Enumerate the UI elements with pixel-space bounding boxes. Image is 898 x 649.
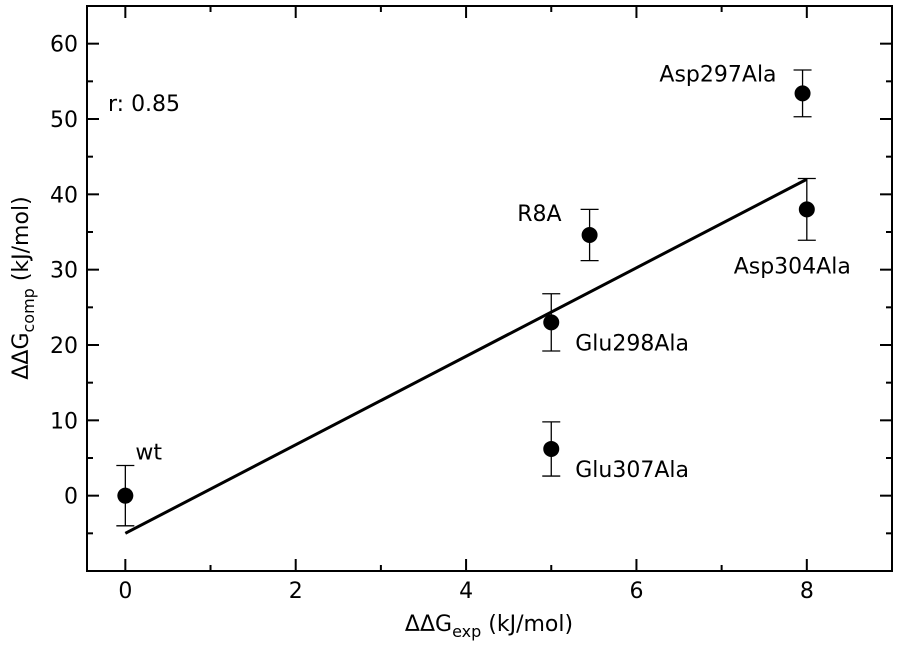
point-label: Glu307Ala [575,458,689,483]
x-tick-label: 6 [629,579,643,604]
x-axis-title-main: ΔΔG [405,612,452,637]
r-annotation: r: 0.85 [108,92,180,117]
y-tick-label: 30 [50,259,78,284]
data-point [543,440,560,457]
plot-frame [86,5,893,572]
x-axis-title-unit: (kJ/mol) [481,612,573,637]
data-point [543,314,560,331]
y-axis-title-unit: (kJ/mol) [9,196,34,288]
y-tick-label: 60 [50,33,78,58]
axis-ticks [87,6,892,571]
y-axis-title-sub: comp [19,288,38,332]
data-point [117,487,134,504]
point-label: Asp297Ala [659,62,776,87]
data-point [581,227,598,244]
x-axis-title-sub: exp [452,622,481,641]
point-label: R8A [517,202,561,227]
x-axis-title: ΔΔGexp (kJ/mol) [405,612,573,641]
fit-line [124,177,808,535]
x-tick-label: 2 [289,579,303,604]
y-tick-label: 0 [64,485,78,510]
x-tick-label: 0 [118,579,132,604]
data-point [794,85,811,102]
point-label: Glu298Ala [575,331,689,356]
y-tick-label: 20 [50,334,78,359]
y-axis-title: ΔΔGcomp (kJ/mol) [9,196,38,379]
y-axis-title-main: ΔΔG [9,332,34,379]
data-points [116,69,816,527]
point-label: Asp304Ala [734,254,851,279]
y-tick-label: 40 [50,183,78,208]
y-tick-label: 10 [50,409,78,434]
tick-labels: 0 2 4 6 8 0 10 20 30 40 50 60 [50,33,814,604]
data-point [798,201,815,218]
point-labels: wt Glu307Ala Glu298Ala R8A Asp304Ala Asp297Al… [135,62,850,483]
fit-line-group [124,177,808,535]
y-tick-label: 50 [50,108,78,133]
point-label: wt [135,441,162,466]
x-tick-label: 4 [459,579,473,604]
x-tick-label: 8 [800,579,814,604]
